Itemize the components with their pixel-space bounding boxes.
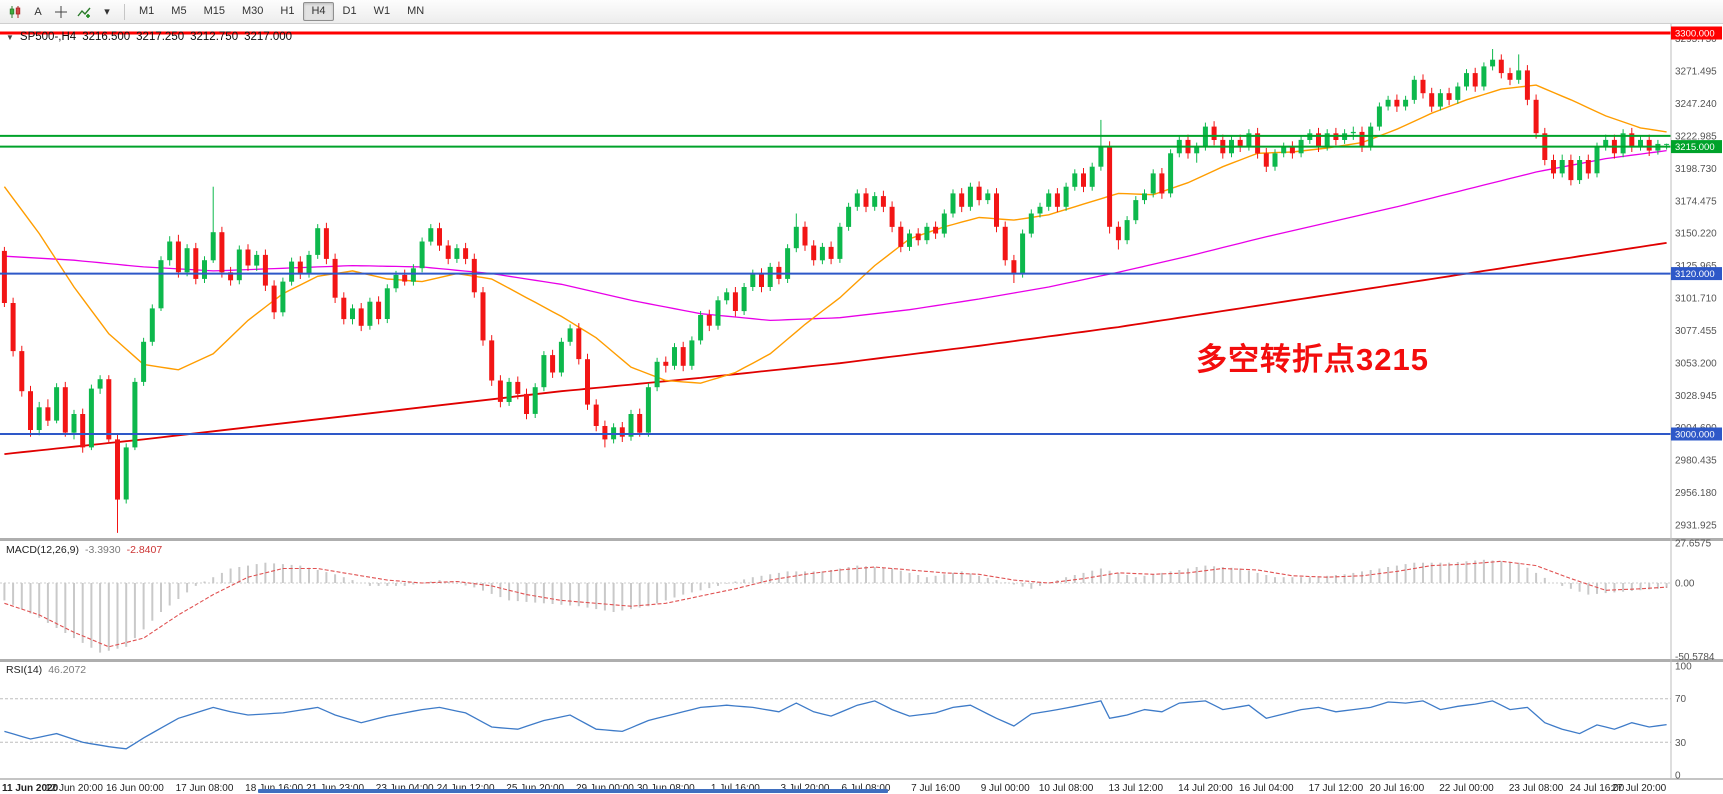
svg-text:3 Jul 20:00: 3 Jul 20:00 (781, 783, 830, 794)
svg-text:27.6575: 27.6575 (1675, 538, 1712, 549)
svg-text:3198.730: 3198.730 (1675, 164, 1717, 175)
symbol-period-label: SP500-,H4 (19, 31, 77, 43)
svg-text:17 Jul 12:00: 17 Jul 12:00 (1309, 783, 1364, 794)
svg-text:3053.200: 3053.200 (1675, 358, 1717, 369)
ohlc-low: 3212.750 (190, 31, 239, 43)
svg-text:30 Jun 08:00: 30 Jun 08:00 (637, 783, 695, 794)
svg-text:21 Jun 23:00: 21 Jun 23:00 (306, 783, 364, 794)
svg-text:12 Jun 20:00: 12 Jun 20:00 (45, 783, 103, 794)
svg-text:3120.000: 3120.000 (1675, 269, 1715, 280)
svg-text:25 Jun 20:00: 25 Jun 20:00 (506, 783, 564, 794)
svg-text:24 Jul 16:00: 24 Jul 16:00 (1570, 783, 1625, 794)
rsi-label-bar: RSI(14) 46.2072 (6, 664, 86, 676)
chart-title-bar: ▼ SP500-,H4 3216.500 3217.250 3212.750 3… (6, 31, 292, 43)
svg-text:2980.435: 2980.435 (1675, 456, 1717, 467)
panel-separator[interactable] (0, 659, 1723, 662)
macd-panel: 27.6575 0.00 -50.5784 (0, 538, 1715, 663)
svg-text:3247.240: 3247.240 (1675, 99, 1717, 110)
timeframe-h4-button[interactable]: H4 (303, 2, 334, 21)
svg-text:3101.710: 3101.710 (1675, 294, 1717, 305)
svg-text:29 Jun 00:00: 29 Jun 00:00 (576, 783, 634, 794)
rsi-name: RSI(14) (6, 664, 43, 676)
macd-signal-value: -2.8407 (126, 544, 163, 556)
timeframe-m30-button[interactable]: M30 (241, 5, 264, 17)
price-line-badge (1671, 26, 1722, 40)
collapse-triangle-icon[interactable]: ▼ (6, 32, 14, 42)
timeframe-m5-button[interactable]: M5 (171, 5, 187, 17)
price-line-badge (1671, 140, 1722, 154)
main-toolbar: A ▾ M1 M5 M15 M30 H1 H4 D1 W1 MN (0, 0, 1723, 24)
ohlc-close: 3217.000 (244, 31, 293, 43)
macd-main-value: -3.3930 (84, 544, 121, 556)
horizontal-scrollbar-thumb[interactable] (258, 789, 888, 793)
svg-text:2931.925: 2931.925 (1675, 521, 1717, 532)
svg-text:3300.000: 3300.000 (1675, 29, 1715, 40)
svg-text:3174.475: 3174.475 (1675, 196, 1717, 207)
svg-text:30: 30 (1675, 738, 1687, 749)
svg-text:3215.000: 3215.000 (1675, 142, 1715, 153)
svg-text:16 Jul 04:00: 16 Jul 04:00 (1239, 783, 1294, 794)
svg-text:16 Jun 00:00: 16 Jun 00:00 (106, 783, 164, 794)
svg-text:3295.750: 3295.750 (1675, 34, 1717, 45)
rsi-value: 46.2072 (48, 664, 87, 676)
horizontal-lines[interactable] (0, 31, 1671, 435)
ohlc-high: 3217.250 (136, 31, 185, 43)
candlestick-chart-icon[interactable] (4, 2, 26, 21)
price-line-badge (1671, 427, 1722, 441)
svg-text:27 Jul 20:00: 27 Jul 20:00 (1612, 783, 1667, 794)
svg-text:23 Jul 08:00: 23 Jul 08:00 (1509, 783, 1564, 794)
svg-text:22 Jul 00:00: 22 Jul 00:00 (1439, 783, 1494, 794)
macd-label-bar: MACD(12,26,9) -3.3930 -2.8407 (6, 544, 162, 556)
svg-text:13 Jul 12:00: 13 Jul 12:00 (1109, 783, 1164, 794)
chart-text-annotation: 多空转折点3215 (1196, 342, 1429, 377)
macd-name: MACD(12,26,9) (6, 544, 79, 556)
svg-text:7 Jul 16:00: 7 Jul 16:00 (911, 783, 960, 794)
candlesticks (1, 49, 1670, 533)
svg-text:70: 70 (1675, 694, 1687, 705)
text-tool-icon[interactable]: A (34, 5, 42, 18)
svg-text:24 Jun 12:00: 24 Jun 12:00 (437, 783, 495, 794)
svg-text:-50.5784: -50.5784 (1675, 652, 1715, 663)
svg-text:3028.945: 3028.945 (1675, 391, 1717, 402)
price-axis[interactable]: 3295.750 3271.495 3247.240 3222.985 3198.730… (1671, 26, 1722, 532)
svg-text:11 Jun 2020: 11 Jun 2020 (2, 783, 59, 794)
svg-text:20 Jul 16:00: 20 Jul 16:00 (1370, 783, 1425, 794)
svg-text:14 Jul 20:00: 14 Jul 20:00 (1178, 783, 1233, 794)
ohlc-open: 3216.500 (82, 31, 131, 43)
moving-averages (3, 84, 1667, 455)
timeframe-mn-button[interactable]: MN (407, 5, 425, 17)
indicators-dropdown-icon[interactable]: ▾ (104, 6, 110, 18)
timeframe-m15-button[interactable]: M15 (203, 5, 225, 17)
svg-text:100: 100 (1675, 662, 1692, 673)
price-line-badge (1671, 267, 1722, 281)
svg-text:3000.000: 3000.000 (1675, 430, 1715, 441)
timeframe-m1-button[interactable]: M1 (139, 5, 155, 17)
svg-text:6 Jul 08:00: 6 Jul 08:00 (842, 783, 891, 794)
svg-text:10 Jul 08:00: 10 Jul 08:00 (1039, 783, 1094, 794)
crosshair-icon[interactable] (50, 2, 72, 21)
timeframe-d1-button[interactable]: D1 (342, 5, 357, 17)
svg-text:3150.220: 3150.220 (1675, 229, 1717, 240)
panel-separator[interactable] (0, 538, 1723, 541)
indicators-icon[interactable] (73, 2, 95, 21)
svg-text:9 Jul 00:00: 9 Jul 00:00 (981, 783, 1030, 794)
svg-text:1 Jul 16:00: 1 Jul 16:00 (711, 783, 760, 794)
rsi-panel: 100 70 30 0 (0, 662, 1692, 782)
toolbar-separator (124, 3, 125, 20)
timeframe-h1-button[interactable]: H1 (280, 5, 295, 17)
svg-text:17 Jun 08:00: 17 Jun 08:00 (176, 783, 234, 794)
svg-text:18 Jun 16:00: 18 Jun 16:00 (245, 783, 303, 794)
timeframe-w1-button[interactable]: W1 (373, 5, 391, 17)
svg-text:0.00: 0.00 (1675, 579, 1695, 590)
svg-text:3077.455: 3077.455 (1675, 326, 1717, 337)
svg-text:3271.495: 3271.495 (1675, 67, 1717, 78)
svg-text:2956.180: 2956.180 (1675, 488, 1717, 499)
svg-text:3222.985: 3222.985 (1675, 131, 1717, 142)
svg-text:0: 0 (1675, 771, 1681, 782)
svg-text:23 Jun 04:00: 23 Jun 04:00 (376, 783, 434, 794)
svg-text:3125.965: 3125.965 (1675, 261, 1717, 272)
